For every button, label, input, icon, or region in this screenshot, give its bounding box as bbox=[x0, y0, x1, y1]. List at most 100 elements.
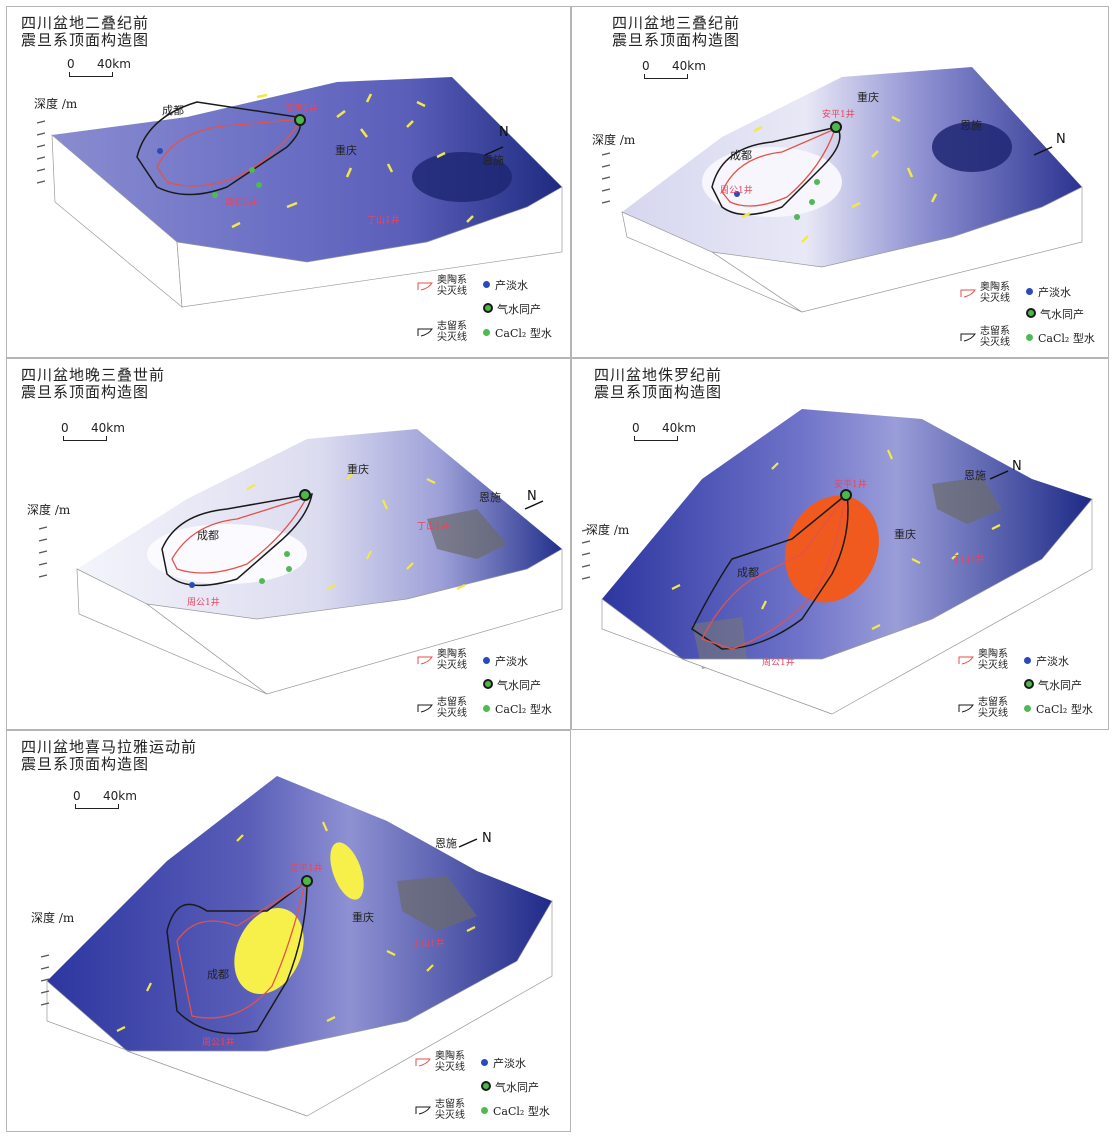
silurian-line-icon bbox=[417, 328, 433, 337]
legend-silurian: 志留系 尖灭线 bbox=[437, 697, 467, 719]
legend-ordovician: 奥陶系 尖灭线 bbox=[978, 649, 1008, 671]
place-enshi: 恩施 bbox=[435, 837, 457, 850]
legend-fresh-water: 产淡水 bbox=[1038, 286, 1071, 299]
well-zhougong: 周公1井 bbox=[720, 186, 753, 196]
legend-cacl2: CaCl₂ 型水 bbox=[1036, 703, 1093, 716]
scale-ticks bbox=[644, 74, 688, 79]
panel-frame-1 bbox=[6, 6, 571, 358]
gas-water-dot bbox=[481, 1081, 491, 1091]
place-enshi: 恩施 bbox=[964, 469, 986, 482]
fresh-water-dot bbox=[1024, 657, 1031, 664]
scale-distance: 40km bbox=[97, 57, 131, 71]
north-arrow-label: N bbox=[527, 489, 537, 504]
scale-zero: 0 bbox=[632, 421, 640, 435]
well-dingshan: 丁山1井 bbox=[952, 555, 985, 565]
panel-title: 四川盆地晚三叠世前 震旦系顶面构造图 bbox=[21, 366, 166, 401]
map-panel-jurassic: 四川盆地侏罗纪前 震旦系顶面构造图 0 40km 深度 /m N 恩施 成都 重… bbox=[572, 359, 1108, 729]
panel-frame-5 bbox=[6, 730, 571, 1132]
well-anping: 安平1井 bbox=[822, 110, 855, 120]
north-arrow-label: N bbox=[499, 125, 509, 140]
silurian-line-icon bbox=[960, 333, 976, 342]
place-chengdu: 成都 bbox=[730, 149, 752, 162]
legend: 奥陶系 尖灭线 产淡水 气水同产 志留系 尖灭线 CaCl₂ 型水 bbox=[415, 1051, 565, 1129]
well-zhougong: 周公1井 bbox=[187, 598, 220, 608]
legend-ordovician: 奥陶系 尖灭线 bbox=[437, 275, 467, 297]
legend-cacl2: CaCl₂ 型水 bbox=[493, 1105, 550, 1118]
well-zhougong: 周公1井 bbox=[762, 658, 795, 668]
ordovician-line-icon bbox=[417, 656, 433, 665]
legend-gas-water: 气水同产 bbox=[497, 679, 541, 692]
legend-ordovician: 奥陶系 尖灭线 bbox=[435, 1051, 465, 1073]
depth-label: 深度 /m bbox=[34, 97, 78, 111]
legend-silurian: 志留系 尖灭线 bbox=[435, 1099, 465, 1121]
block-diagram bbox=[601, 67, 1083, 313]
legend-cacl2: CaCl₂ 型水 bbox=[495, 703, 552, 716]
well-dingshan: 丁山1井 bbox=[367, 216, 400, 226]
ordovician-line-icon bbox=[960, 289, 976, 298]
legend-cacl2: CaCl₂ 型水 bbox=[1038, 332, 1095, 345]
block-diagram bbox=[581, 409, 1093, 715]
depth-label: 深度 /m bbox=[586, 523, 630, 537]
ordovician-line-icon bbox=[417, 282, 433, 291]
place-chongqing: 重庆 bbox=[352, 911, 374, 924]
silurian-line-icon bbox=[958, 704, 974, 713]
scale-zero: 0 bbox=[642, 59, 650, 73]
legend-gas-water: 气水同产 bbox=[497, 303, 541, 316]
north-arrow-label: N bbox=[1012, 459, 1022, 474]
panel-frame-4 bbox=[571, 358, 1109, 730]
scale-ticks bbox=[63, 436, 107, 441]
place-chengdu: 成都 bbox=[737, 566, 759, 579]
legend-gas-water: 气水同产 bbox=[1038, 679, 1082, 692]
panel-title: 四川盆地二叠纪前 震旦系顶面构造图 bbox=[21, 14, 150, 49]
place-chongqing: 重庆 bbox=[894, 528, 916, 541]
legend-fresh-water: 产淡水 bbox=[493, 1057, 526, 1070]
legend-gas-water: 气水同产 bbox=[495, 1081, 539, 1094]
place-enshi: 恩施 bbox=[479, 491, 501, 504]
fresh-water-dot bbox=[483, 657, 490, 664]
map-panel-himalaya: 四川盆地喜马拉雅运动前 震旦系顶面构造图 0 40km 深度 /m N 恩施 成… bbox=[7, 731, 570, 1131]
panel-frame-3 bbox=[6, 358, 571, 730]
gas-water-dot bbox=[483, 679, 493, 689]
place-enshi: 恩施 bbox=[960, 119, 982, 132]
block-diagram bbox=[38, 429, 563, 695]
block-diagram bbox=[40, 776, 553, 1117]
well-anping: 安平1井 bbox=[285, 104, 318, 114]
well-dingshan: 丁山1井 bbox=[417, 522, 450, 532]
panel-frame-2 bbox=[571, 6, 1109, 358]
map-panel-permian: 四川盆地二叠纪前 震旦系顶面构造图 0 40km 深度 /m N 恩施 成都 重… bbox=[7, 7, 570, 357]
legend: 奥陶系 尖灭线 产淡水 气水同产 志留系 尖灭线 CaCl₂ 型水 bbox=[417, 275, 567, 355]
legend-fresh-water: 产淡水 bbox=[1036, 655, 1069, 668]
silurian-line-icon bbox=[417, 704, 433, 713]
well-dingshan: 丁山1井 bbox=[412, 939, 445, 949]
scale-zero: 0 bbox=[61, 421, 69, 435]
block-diagram bbox=[36, 77, 563, 308]
place-chongqing: 重庆 bbox=[347, 463, 369, 476]
scale-ticks bbox=[69, 72, 113, 77]
legend-silurian: 志留系 尖灭线 bbox=[978, 697, 1008, 719]
fresh-water-dot bbox=[483, 281, 490, 288]
fresh-water-dot bbox=[1026, 288, 1033, 295]
scale-ticks bbox=[634, 436, 678, 441]
legend: 奥陶系 尖灭线 产淡水 气水同产 志留系 尖灭线 CaCl₂ 型水 bbox=[417, 649, 567, 727]
place-chongqing: 重庆 bbox=[857, 91, 879, 104]
cacl2-dot bbox=[483, 705, 490, 712]
legend-silurian: 志留系 尖灭线 bbox=[980, 326, 1010, 348]
place-chengdu: 成都 bbox=[162, 104, 184, 117]
cacl2-dot bbox=[1026, 334, 1033, 341]
cacl2-dot bbox=[483, 329, 490, 336]
scale-distance: 40km bbox=[662, 421, 696, 435]
depth-label: 深度 /m bbox=[592, 133, 636, 147]
scale-distance: 40km bbox=[103, 789, 137, 803]
scale-zero: 0 bbox=[73, 789, 81, 803]
legend-cacl2: CaCl₂ 型水 bbox=[495, 327, 552, 340]
cacl2-dot bbox=[481, 1107, 488, 1114]
panel-title: 四川盆地三叠纪前 震旦系顶面构造图 bbox=[612, 14, 741, 49]
scale-ticks bbox=[75, 804, 119, 809]
ordovician-line-icon bbox=[415, 1058, 431, 1067]
map-panel-late-triassic: 四川盆地晚三叠世前 震旦系顶面构造图 0 40km 深度 /m N 恩施 成都 … bbox=[7, 359, 570, 729]
legend-gas-water: 气水同产 bbox=[1040, 308, 1084, 321]
panel-title: 四川盆地喜马拉雅运动前 震旦系顶面构造图 bbox=[21, 738, 198, 773]
place-chengdu: 成都 bbox=[207, 968, 229, 981]
well-anping: 安平1井 bbox=[834, 480, 867, 490]
legend-silurian: 志留系 尖灭线 bbox=[437, 321, 467, 343]
